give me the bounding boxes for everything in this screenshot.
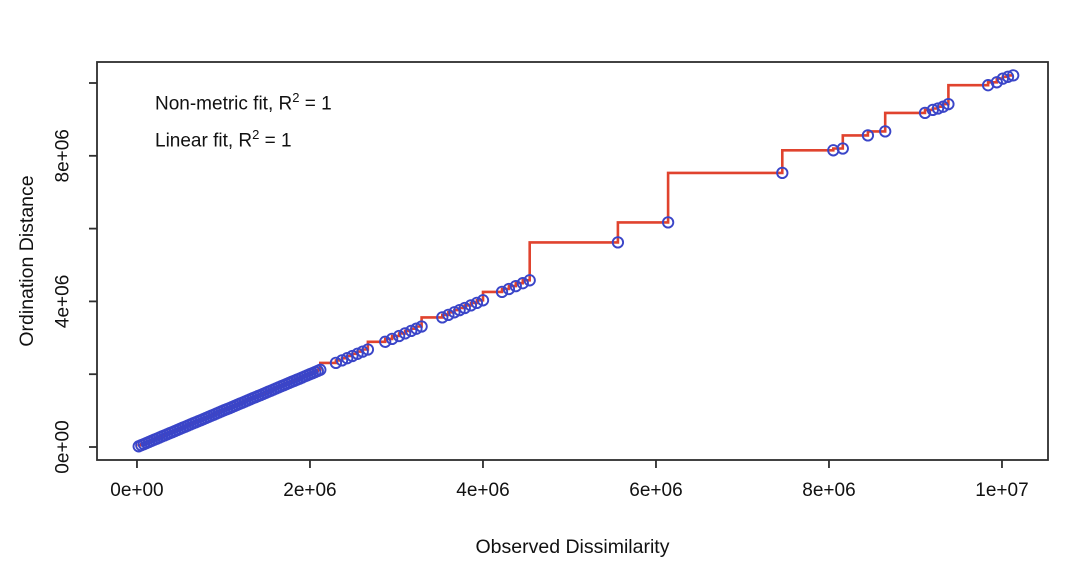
data-point (436, 311, 449, 324)
data-point (523, 274, 536, 287)
data-point (942, 97, 955, 111)
data-point (329, 356, 343, 370)
linear-fit-text: Linear fit, R2 = 1 (155, 127, 292, 152)
data-point (1007, 69, 1020, 82)
y-tick-label: 0e+00 (53, 420, 74, 473)
data-point (516, 277, 529, 290)
nonmetric-fit-text: Non-metric fit, R2 = 1 (155, 90, 332, 115)
data-point (398, 327, 412, 340)
data-point (495, 285, 509, 299)
data-point (314, 363, 327, 376)
x-tick-label: 4e+06 (456, 480, 509, 501)
data-point (861, 129, 875, 142)
x-axis-title: Observed Dissimilarity (475, 536, 670, 558)
data-point (661, 216, 675, 229)
data-point (836, 142, 849, 155)
data-point (776, 166, 789, 180)
data-point (442, 308, 455, 322)
data-point (385, 332, 399, 346)
data-point (502, 282, 516, 296)
data-point (464, 299, 478, 312)
y-axis-title: Ordination Distance (16, 175, 38, 347)
x-tick-label: 6e+06 (629, 480, 682, 501)
data-point (1001, 70, 1015, 83)
data-point (379, 335, 392, 348)
data-point (509, 279, 522, 293)
data-point (458, 301, 471, 315)
data-point (918, 106, 932, 120)
data-point (931, 102, 945, 115)
plot-box (96, 61, 1049, 461)
dissimilarity-points (132, 69, 1020, 453)
data-point (990, 76, 1003, 89)
x-tick-label: 0e+00 (110, 480, 163, 501)
x-tick-label: 1e+07 (975, 480, 1028, 501)
y-tick-label: 8e+06 (53, 129, 74, 182)
x-tick-label: 8e+06 (802, 480, 855, 501)
data-point (470, 296, 484, 310)
x-tick-label: 2e+06 (283, 480, 336, 501)
data-point (361, 343, 375, 356)
data-point (392, 329, 406, 343)
y-tick-label: 4e+06 (53, 275, 74, 328)
data-point (415, 320, 428, 333)
data-point (611, 236, 625, 249)
fit-annotation: Non-metric fit, R2 = 1 Linear fit, R2 = … (155, 82, 332, 157)
data-point (879, 125, 892, 138)
data-point (476, 294, 490, 307)
